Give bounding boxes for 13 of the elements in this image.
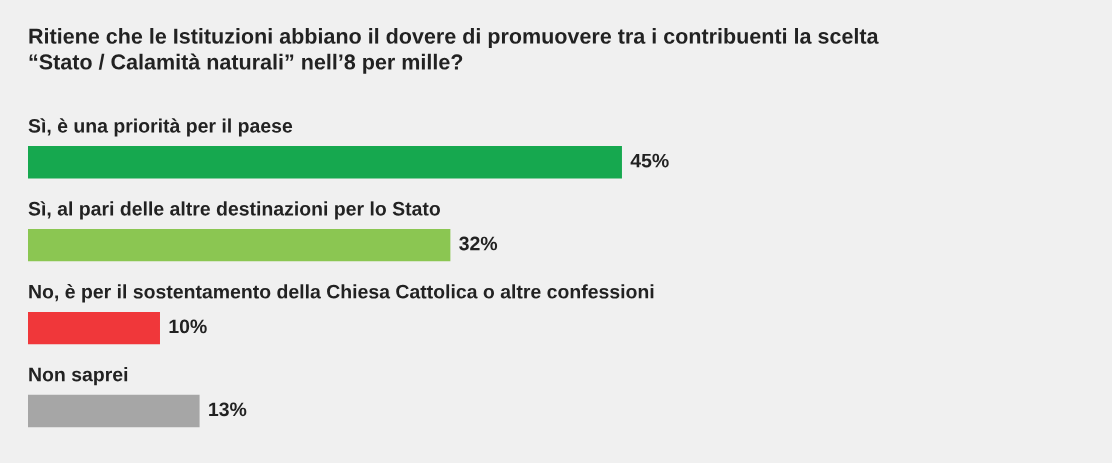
- bar: [28, 228, 451, 262]
- data-label: 10%: [169, 319, 207, 334]
- chart-title: Ritiene che le Istituzioni abbiano il dovere di promuovere tra i contribuenti la scelta “Stato / Calamità naturali” nell’8 per mille?: [29, 28, 879, 74]
- bar: [28, 146, 622, 179]
- y-tick-label: Sì, è una priorità per il paese: [28, 118, 293, 137]
- bar: [28, 311, 160, 345]
- y-tick-label: Sì, al pari delle altre destinazioni per lo Stato: [28, 201, 440, 220]
- data-label: 32%: [459, 236, 498, 251]
- y-tick-label: Non saprei: [29, 367, 128, 386]
- y-tick-label: No, è per il sostentamento della Chiesa Cattolica o altre confessioni: [29, 284, 654, 303]
- data-label: 45%: [630, 153, 669, 168]
- data-label: 13%: [209, 402, 247, 417]
- bar: [28, 394, 200, 428]
